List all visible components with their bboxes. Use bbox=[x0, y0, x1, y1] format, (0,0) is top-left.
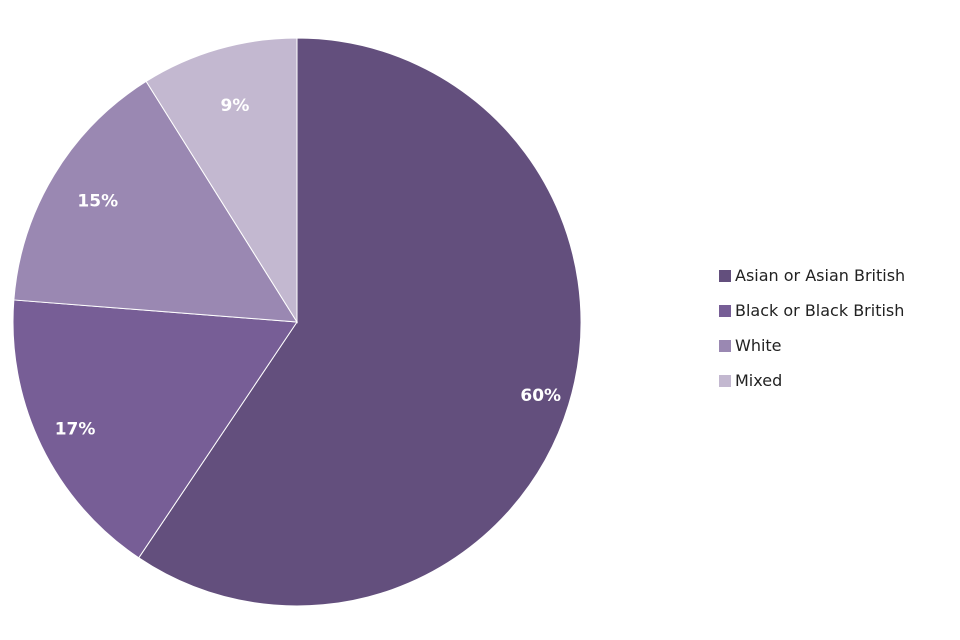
pie-slice-asian bbox=[138, 37, 582, 607]
legend-swatch-black bbox=[719, 304, 731, 317]
legend-swatch-asian bbox=[719, 269, 731, 282]
legend-label-asian: Asian or Asian British bbox=[735, 266, 906, 285]
legend-item-white: White bbox=[719, 328, 955, 363]
data-label-black: 17% bbox=[55, 419, 96, 439]
data-label-asian: 60% bbox=[520, 386, 561, 406]
legend-label-white: White bbox=[735, 336, 782, 355]
legend-item-black: Black or Black British bbox=[719, 293, 955, 328]
data-label-white: 15% bbox=[77, 191, 118, 211]
legend-item-mixed: Mixed bbox=[719, 363, 955, 398]
legend-label-mixed: Mixed bbox=[735, 371, 783, 390]
data-label-mixed: 9% bbox=[220, 96, 249, 116]
legend-label-black: Black or Black British bbox=[735, 301, 905, 320]
pie-slice-black bbox=[12, 299, 298, 559]
legend-swatch-white bbox=[719, 339, 731, 352]
legend-item-asian: Asian or Asian British bbox=[719, 258, 955, 293]
pie-slice-mixed bbox=[145, 37, 298, 324]
pie-slice-white bbox=[13, 80, 298, 323]
legend-swatch-mixed bbox=[719, 374, 731, 387]
chart-legend: Asian or Asian British Black or Black Br… bbox=[719, 258, 955, 398]
